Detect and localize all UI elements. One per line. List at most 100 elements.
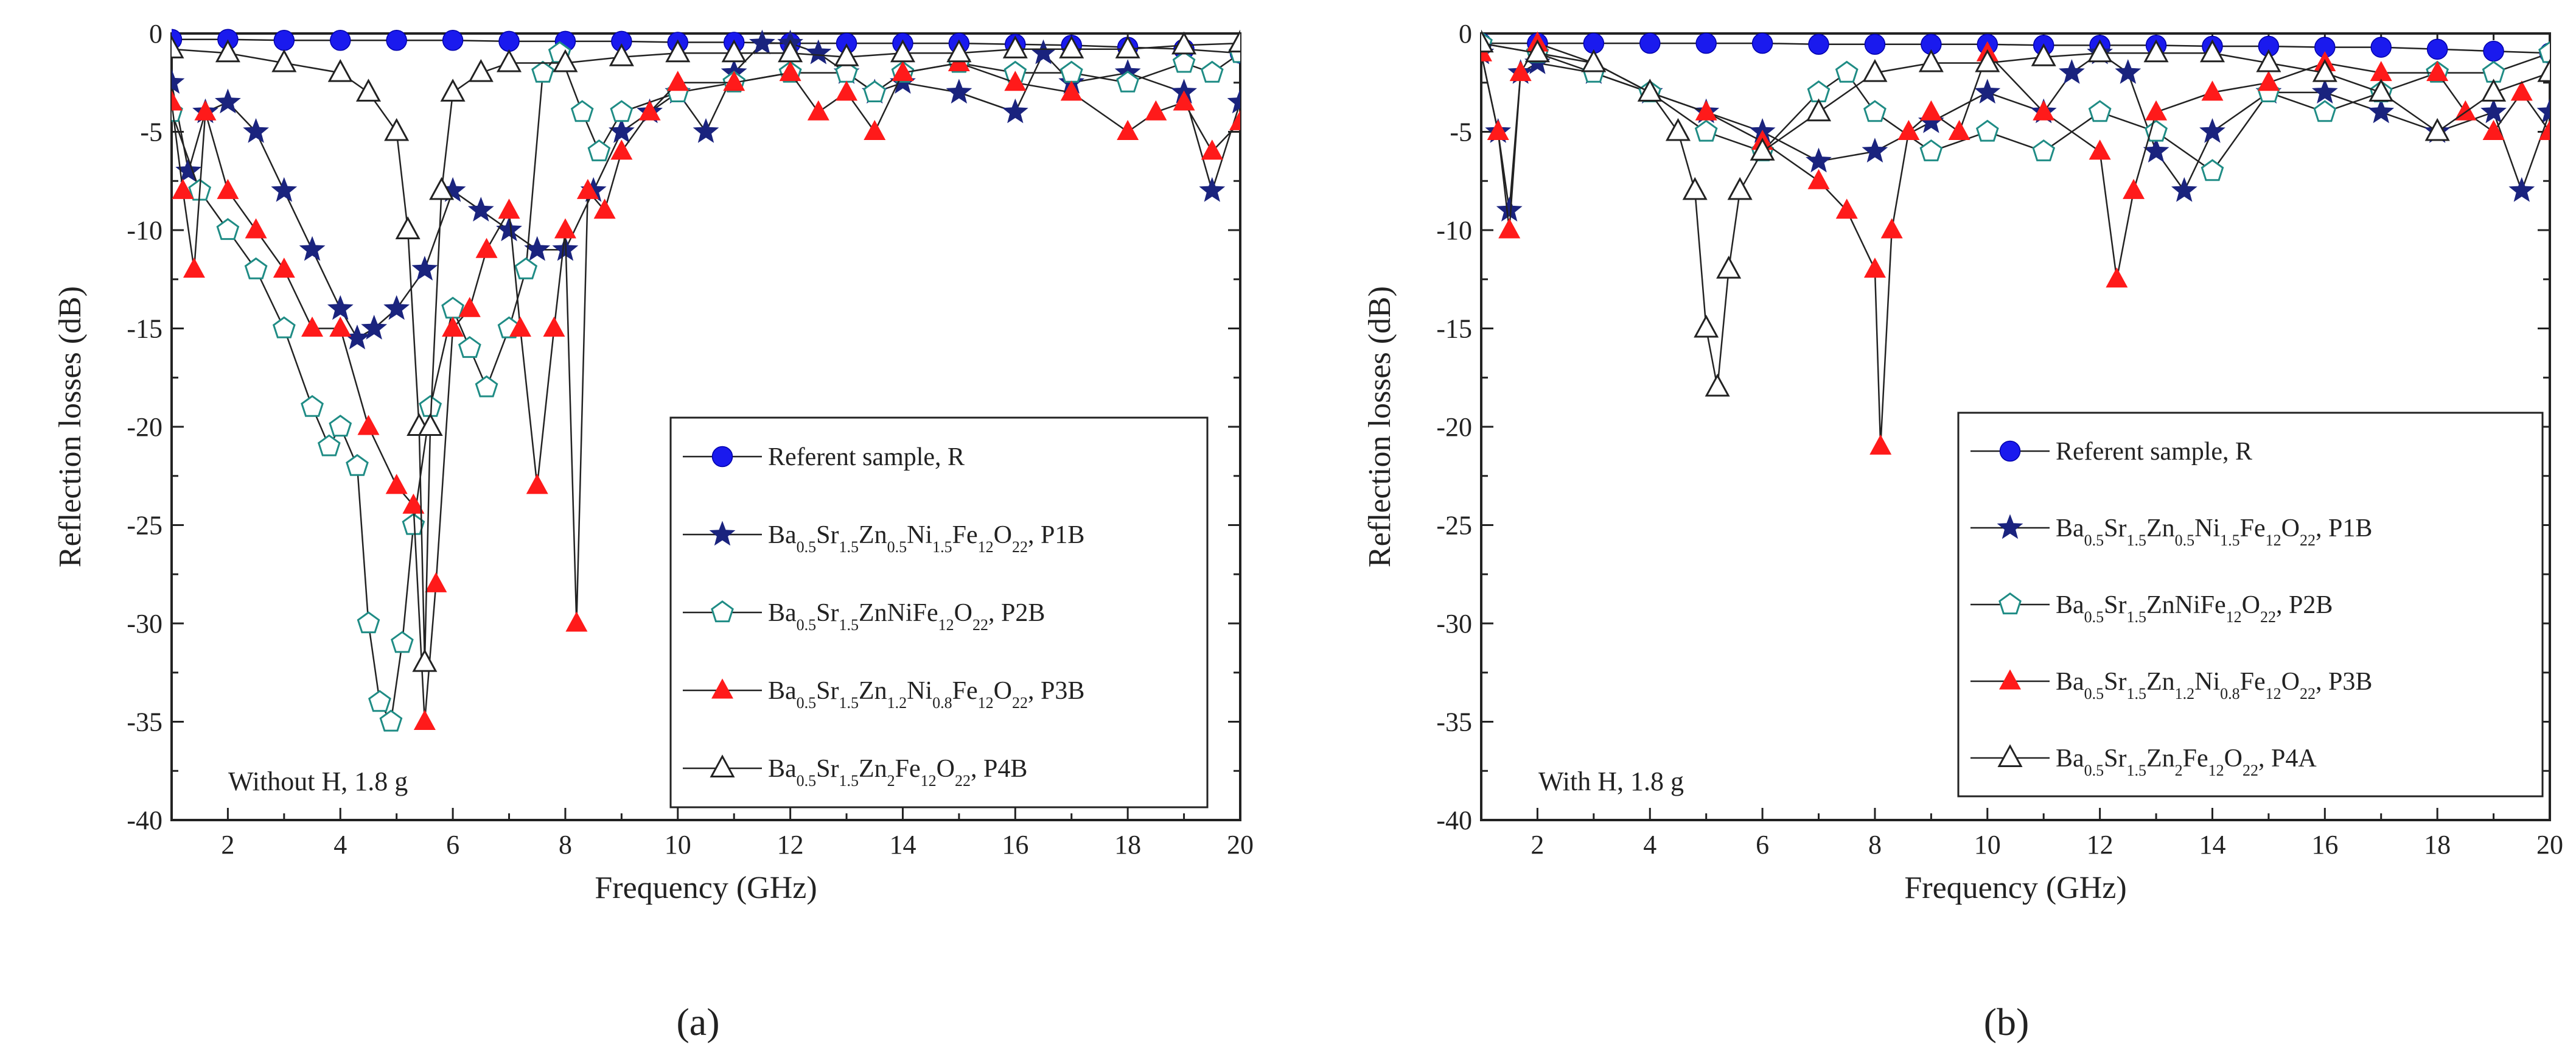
data-point bbox=[1975, 49, 2000, 72]
data-point bbox=[2032, 139, 2056, 161]
data-point bbox=[805, 39, 832, 65]
data-point bbox=[498, 198, 520, 219]
data-point bbox=[1919, 139, 1943, 161]
data-point bbox=[175, 157, 202, 183]
data-point bbox=[576, 178, 599, 199]
data-point bbox=[475, 237, 498, 258]
data-point bbox=[1639, 32, 1661, 54]
data-point bbox=[2031, 43, 2056, 66]
data-point bbox=[496, 216, 522, 242]
panel-b: 2 4 6 8 10 12 14 16 18 20 0 -5 -10 -15 -20 -25 -30 -35 -40… bbox=[1363, 19, 2563, 1043]
data-point bbox=[2115, 59, 2141, 84]
data-point bbox=[346, 454, 369, 476]
data-point bbox=[384, 117, 410, 141]
data-point bbox=[721, 39, 747, 63]
data-point bbox=[749, 29, 775, 55]
data-point bbox=[402, 493, 425, 514]
data-point bbox=[666, 71, 689, 91]
data-point bbox=[417, 413, 443, 436]
data-point bbox=[458, 335, 481, 358]
data-point bbox=[509, 317, 532, 337]
data-point bbox=[1897, 120, 1920, 140]
x-tick-label: 6 bbox=[446, 830, 459, 860]
data-point bbox=[357, 415, 380, 435]
data-point bbox=[1948, 120, 1970, 140]
data-point bbox=[383, 295, 410, 320]
data-point bbox=[2088, 100, 2112, 122]
data-point bbox=[1695, 100, 1717, 121]
x-tick-label: 16 bbox=[2311, 830, 2338, 860]
data-point bbox=[391, 631, 414, 653]
annotation-text: Without H, 1.8 g bbox=[228, 766, 408, 796]
data-point bbox=[2123, 178, 2145, 199]
data-point bbox=[1750, 138, 1775, 161]
data-point bbox=[1806, 98, 1832, 122]
data-point bbox=[2256, 49, 2281, 72]
data-point bbox=[665, 39, 691, 63]
data-point bbox=[1172, 51, 1196, 73]
data-point bbox=[1918, 49, 1944, 72]
data-point bbox=[1116, 70, 1140, 93]
x-tick-label: 10 bbox=[1974, 830, 2001, 860]
legend-marker bbox=[711, 600, 734, 623]
data-point bbox=[2482, 120, 2505, 140]
data-point bbox=[273, 258, 295, 278]
data-point bbox=[1864, 33, 1886, 55]
data-point bbox=[1524, 39, 1550, 63]
y-tick-label: -10 bbox=[127, 216, 162, 245]
y-tick-label: -10 bbox=[1436, 216, 1472, 245]
data-point bbox=[609, 43, 634, 66]
data-point bbox=[273, 30, 295, 51]
data-point bbox=[1496, 197, 1523, 222]
legend-box bbox=[1957, 412, 2544, 798]
data-point bbox=[2536, 98, 2550, 124]
data-point bbox=[402, 513, 425, 535]
data-point bbox=[172, 35, 184, 58]
x-tick-label: 12 bbox=[777, 830, 804, 860]
data-point bbox=[1705, 373, 1730, 397]
data-point bbox=[1880, 218, 1903, 239]
data-point bbox=[2089, 139, 2111, 160]
data-point bbox=[1694, 314, 1719, 338]
data-point bbox=[1059, 60, 1083, 83]
legend-entry: Ba0.5Sr1.5Zn0.5Ni1.5Fe12O22, P1B bbox=[2056, 514, 2372, 549]
series-line-3 bbox=[172, 62, 1240, 722]
data-point bbox=[1806, 147, 1832, 173]
data-point bbox=[1807, 169, 1830, 189]
data-point bbox=[1862, 138, 1888, 163]
x-tick-label: 2 bbox=[221, 830, 234, 860]
legend-marker bbox=[1997, 514, 2023, 539]
data-point bbox=[1201, 139, 1223, 160]
data-point bbox=[2368, 98, 2395, 124]
data-point bbox=[723, 71, 745, 91]
y-tick-label: -20 bbox=[127, 412, 162, 442]
y-tick-label: -35 bbox=[127, 707, 162, 737]
data-point bbox=[439, 177, 466, 202]
data-point bbox=[1807, 80, 1831, 102]
legend-entry: Ba0.5Sr1.5ZnNiFe12O22, P2B bbox=[2056, 591, 2333, 626]
legend-marker bbox=[709, 521, 736, 546]
y-tick-label: -5 bbox=[1450, 117, 1472, 147]
data-point bbox=[1227, 88, 1240, 114]
annotation-text: With H, 1.8 g bbox=[1538, 766, 1684, 796]
data-point bbox=[329, 317, 352, 337]
legend: Referent sample, R Ba0.5Sr1.5Zn0.5Ni1.5Fe… bbox=[669, 416, 1209, 808]
data-point bbox=[1115, 35, 1140, 58]
data-point bbox=[2510, 80, 2533, 101]
data-point bbox=[172, 178, 194, 199]
data-point bbox=[807, 100, 829, 121]
data-point bbox=[570, 100, 594, 122]
x-tick-label: 2 bbox=[1531, 830, 1544, 860]
data-point bbox=[1863, 258, 1886, 278]
data-point bbox=[1727, 177, 1753, 200]
data-point bbox=[514, 257, 538, 279]
data-point bbox=[1002, 98, 1028, 124]
data-point bbox=[1173, 90, 1195, 111]
data-point bbox=[385, 474, 408, 494]
x-axis-label: Frequency (GHz) bbox=[595, 871, 817, 905]
data-point bbox=[1835, 198, 1858, 219]
data-point bbox=[1974, 79, 2001, 104]
y-tick-label: -25 bbox=[127, 511, 162, 541]
legend-marker bbox=[1997, 744, 2023, 767]
